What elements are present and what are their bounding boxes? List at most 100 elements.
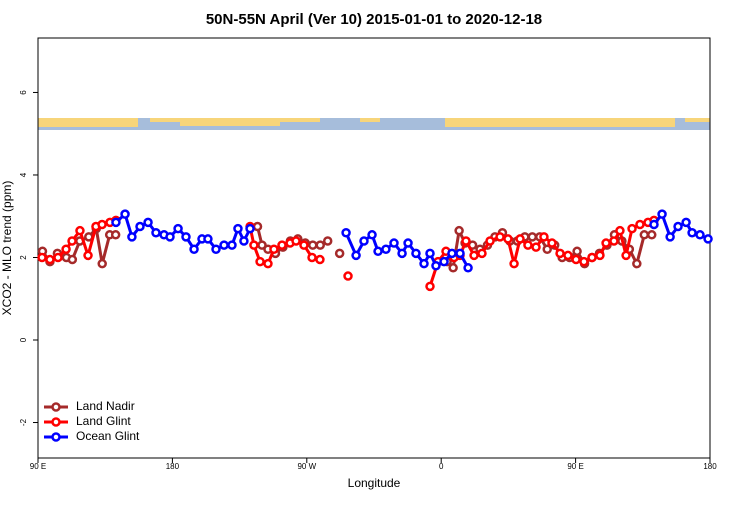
point (269, 244, 279, 254)
point (687, 227, 697, 238)
y-tick-label: 4 (19, 172, 28, 177)
y-tick-label: -2 (19, 418, 28, 426)
x-tick-label: 90 E (567, 462, 583, 471)
point (351, 250, 361, 261)
point (397, 248, 407, 259)
point (419, 258, 429, 269)
x-tick-label: 180 (166, 462, 180, 471)
x-tick-label: 90 W (297, 462, 316, 471)
legend-marker (51, 432, 61, 442)
point (485, 236, 495, 246)
point (681, 217, 691, 228)
point (307, 252, 317, 263)
point (542, 244, 552, 254)
point (601, 238, 611, 248)
point (639, 230, 650, 240)
point (523, 240, 533, 250)
point (563, 250, 573, 261)
legend-label: Ocean Glint (76, 429, 140, 443)
point (165, 232, 175, 242)
point (411, 248, 421, 259)
point (211, 244, 221, 254)
point (509, 258, 519, 269)
point (555, 248, 565, 259)
point (334, 248, 345, 259)
legend-marker (51, 402, 61, 412)
point (97, 258, 107, 269)
point (439, 256, 449, 267)
point (587, 252, 597, 263)
point (181, 232, 191, 242)
point (627, 223, 637, 234)
land-mask-strip (38, 118, 710, 130)
point (249, 240, 259, 250)
point (291, 236, 301, 246)
point (37, 252, 47, 263)
point (665, 232, 675, 242)
point (143, 217, 153, 228)
point (120, 209, 130, 219)
point (97, 219, 107, 230)
x-tick-label: 180 (703, 462, 717, 471)
point (649, 219, 659, 230)
point (703, 234, 713, 244)
point (635, 219, 645, 230)
point (527, 232, 538, 242)
legend-label: Land Glint (76, 414, 131, 428)
point (83, 250, 93, 261)
point (53, 252, 63, 263)
point (173, 223, 183, 234)
point (127, 232, 137, 242)
point (373, 246, 383, 257)
point (503, 234, 513, 244)
point (621, 250, 631, 261)
chart-title: 50N-55N April (Ver 10) 2015-01-01 to 202… (206, 11, 542, 28)
point (463, 263, 473, 273)
point (322, 236, 333, 246)
point (657, 209, 667, 219)
point (425, 248, 435, 259)
point (135, 221, 145, 232)
point (367, 230, 377, 240)
y-tick-label: 6 (19, 90, 28, 95)
point (252, 221, 263, 232)
point (461, 236, 471, 246)
point (45, 254, 55, 265)
point (632, 258, 642, 269)
plot-frame (37, 37, 711, 459)
point (111, 217, 121, 228)
point (539, 232, 549, 242)
point (203, 234, 213, 244)
point (75, 225, 85, 236)
point (239, 236, 249, 246)
point (447, 248, 457, 259)
point (359, 236, 369, 246)
point (277, 240, 287, 250)
point (571, 254, 581, 265)
point (572, 246, 582, 257)
point (615, 225, 625, 236)
point (609, 236, 619, 246)
point (431, 260, 441, 271)
point (403, 238, 413, 248)
point (595, 250, 605, 261)
point (673, 221, 683, 232)
point (315, 254, 325, 265)
point (308, 240, 318, 250)
point (233, 223, 243, 234)
x-tick-label: 0 (439, 462, 444, 471)
point (477, 248, 487, 259)
point (245, 223, 255, 234)
point (219, 240, 229, 250)
point (448, 263, 458, 273)
point (454, 225, 464, 236)
point (255, 256, 265, 267)
point (315, 240, 325, 250)
point (341, 227, 351, 238)
point (547, 238, 557, 248)
y-tick-label: 2 (19, 255, 28, 260)
point (495, 232, 505, 242)
point (455, 248, 465, 259)
